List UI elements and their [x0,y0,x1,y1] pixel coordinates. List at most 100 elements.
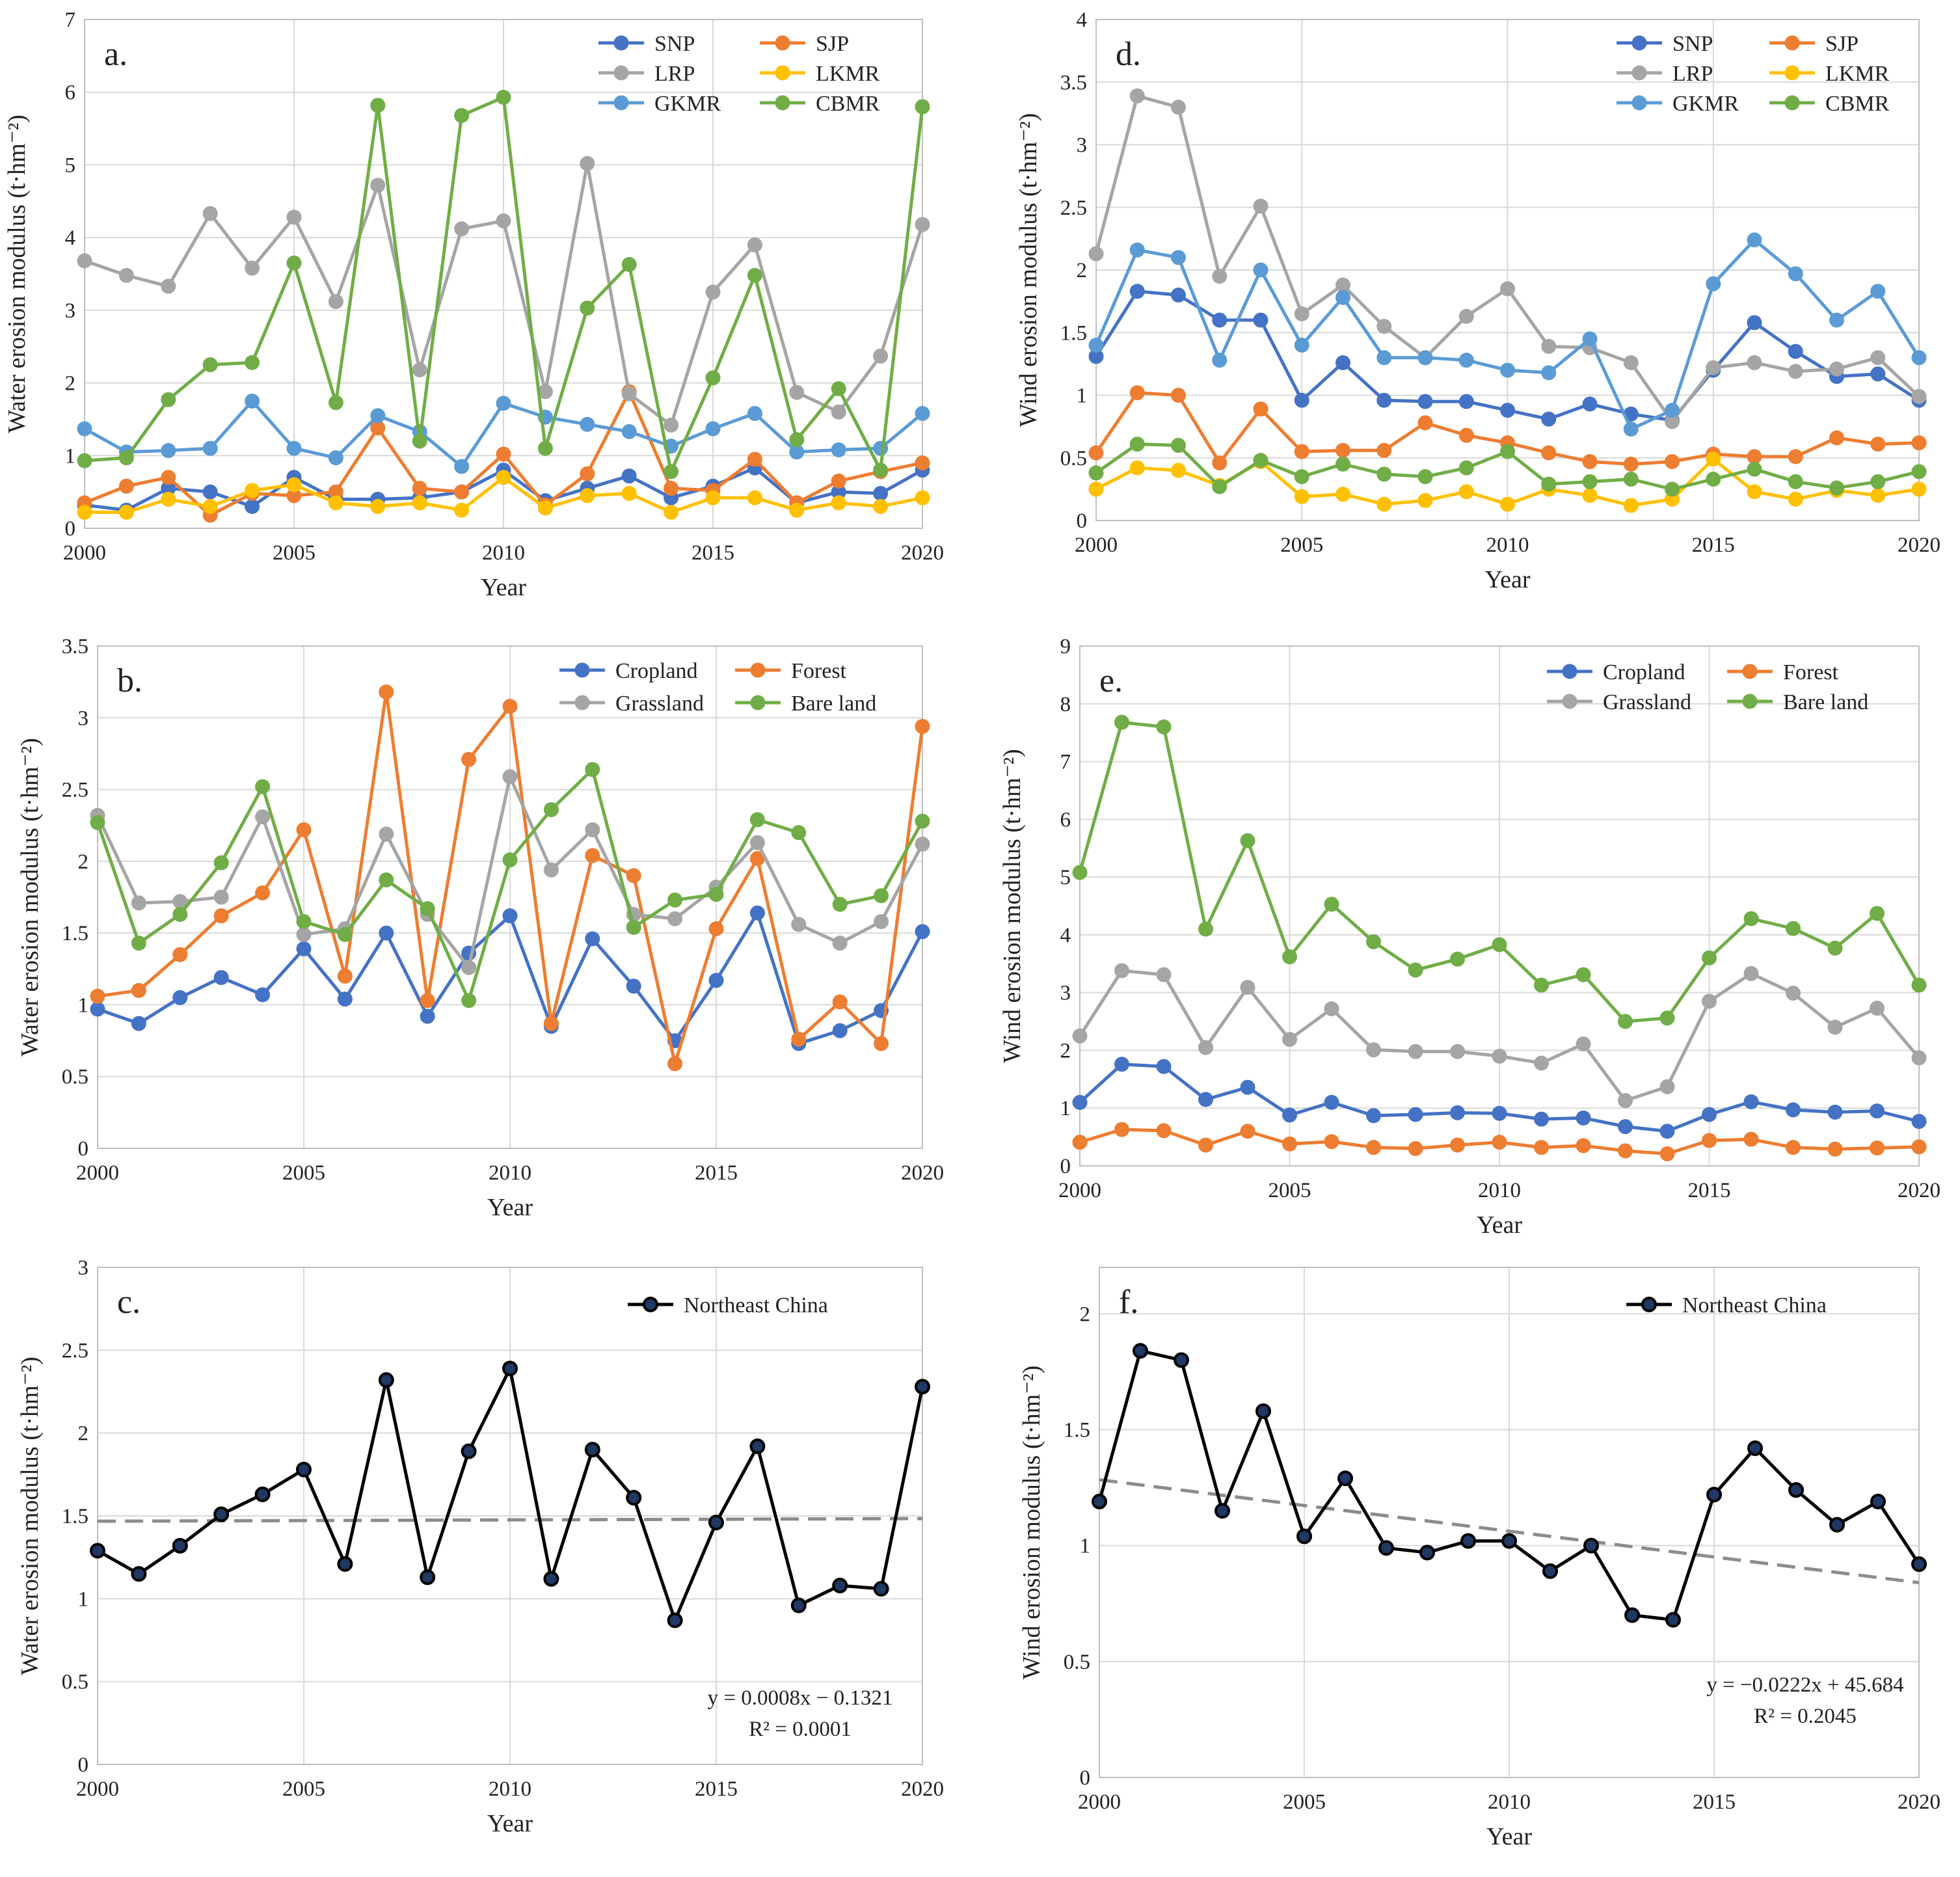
data-point [502,908,518,924]
data-point [370,408,386,424]
data-point [1450,1105,1465,1120]
data-point [1212,479,1228,494]
x-tick-label: 2010 [489,1161,531,1185]
data-point [1911,435,1927,451]
data-point [1911,464,1927,479]
legend-label: Bare land [1783,690,1868,714]
data-point [1829,480,1844,496]
panel-label: f. [1119,1284,1138,1321]
y-tick-label: 0 [1060,1155,1071,1178]
data-point [202,206,218,221]
data-point [77,421,92,437]
data-point [1534,977,1549,993]
data-point [1072,1094,1088,1110]
data-point [1665,403,1680,418]
data-point [1870,474,1886,489]
data-point [1212,353,1228,368]
data-point [1376,392,1392,408]
legend-marker [1641,1297,1657,1312]
data-point [1576,967,1591,982]
y-tick-label: 4 [1060,924,1071,947]
legend-item: CBMR [760,92,880,116]
panel-e: 0 1 2 3 4 5 6 7 8 9 2000 2005 2010 2015 2020 Year Wind e… [999,635,1940,1239]
data-point [915,1379,930,1395]
data-point [286,209,302,225]
data-point [172,906,188,922]
data-point [1376,319,1392,334]
data-point [705,490,721,506]
x-tick-label: 2020 [1898,533,1940,557]
legend-label: Bare land [791,692,876,716]
legend-item: SJP [760,32,849,56]
series-northeast-china [1092,1343,1927,1628]
x-tick-label: 2010 [1488,1790,1531,1814]
data-point [1492,1105,1507,1121]
data-point [832,1577,848,1593]
data-point [296,1461,312,1478]
data-point [1911,1050,1927,1066]
data-point [1911,350,1927,366]
data-point [537,440,553,456]
data-point [915,719,930,735]
data-point [1534,1055,1549,1071]
legend-label: SNP [1672,32,1713,56]
data-point [1829,312,1844,328]
x-tick-label: 2000 [1078,1790,1121,1814]
series-cbmr [77,90,930,479]
legend-item: GKMR [1617,92,1739,116]
data-point [873,1581,889,1597]
data-point [172,1537,188,1554]
data-point [543,802,559,817]
y-tick-label: 2.5 [62,779,88,802]
y-tick-label: 6 [65,81,76,105]
panel-label: a. [104,36,128,73]
data-point [1576,1138,1591,1154]
data-point [454,459,470,474]
data-point [747,237,762,252]
data-point [1336,290,1350,305]
data-point [1156,967,1172,982]
data-point [915,99,930,115]
data-point [1827,1141,1843,1157]
data-point [705,421,721,437]
y-tick-label: 4 [65,226,76,250]
x-tick-label: 2015 [1693,1790,1736,1814]
data-point [580,488,595,504]
legend-item: LKMR [760,62,880,86]
legend-item: Forest [1727,660,1839,684]
data-point [245,355,260,370]
data-point [1827,1020,1843,1035]
legend-marker [775,95,790,111]
data-point [580,466,595,481]
y-tick-label: 0.5 [62,1066,88,1089]
data-point [874,913,889,929]
trend-line [1099,1478,1920,1585]
data-point [1240,1079,1255,1095]
data-point [296,913,312,929]
data-point [1829,430,1844,446]
data-point [255,885,271,900]
data-point [1743,911,1759,926]
data-point [1492,1048,1507,1064]
data-point [286,477,302,493]
data-point [1337,1470,1353,1487]
data-point [1294,392,1309,408]
y-tick-label: 0 [78,1753,89,1777]
y-tick-label: 2 [78,1422,89,1446]
data-point [1870,906,1885,921]
series-grassland [1072,963,1927,1109]
data-point [749,835,765,850]
y-tick-label: 5 [65,154,76,177]
data-point [213,889,229,905]
y-axis-label: Water erosion modulus (t·hm⁻²) [16,738,44,1057]
data-point [1702,950,1717,966]
data-point [1576,1036,1591,1052]
data-point [1827,1104,1843,1120]
legend-item: Northeast China [1626,1293,1827,1317]
data-point [1659,1146,1675,1161]
y-tick-label: 1.5 [1060,321,1087,345]
data-point [496,213,511,228]
plot-frame [97,1267,923,1765]
data-point [131,936,146,951]
data-point [584,1442,600,1458]
